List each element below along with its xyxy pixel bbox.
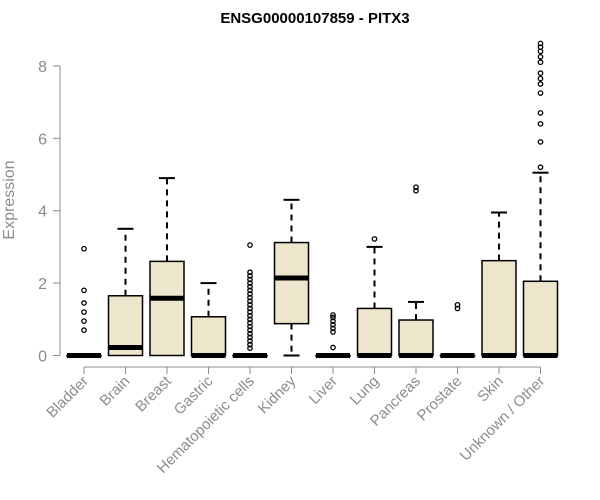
iqr-box: [149, 260, 185, 357]
y-tick-label: 4: [38, 204, 47, 221]
x-tick-label: Bladder: [43, 373, 92, 422]
outlier-point: [537, 90, 544, 96]
iqr-box: [273, 241, 310, 325]
outlier-point: [81, 309, 87, 315]
outlier-point: [413, 184, 419, 191]
outlier-point: [247, 273, 253, 279]
outlier-point: [330, 329, 336, 335]
iqr-box: [190, 316, 227, 357]
boxes-group: [66, 40, 559, 358]
x-tick-label: Kidney: [255, 372, 300, 417]
outlier-point: [247, 298, 253, 305]
outlier-point: [247, 283, 253, 290]
outlier-point: [330, 325, 336, 332]
box-liver: [315, 312, 351, 358]
outlier-point: [454, 301, 461, 308]
outlier-point: [537, 139, 544, 145]
outlier-point: [537, 59, 544, 66]
x-tick-label: Lung: [347, 373, 383, 409]
outlier-point: [81, 327, 87, 334]
outlier-point: [247, 345, 253, 352]
outlier-point: [247, 301, 253, 308]
outlier-point: [247, 330, 253, 337]
box-lung: [356, 236, 393, 358]
box-unknown-other: [522, 40, 559, 358]
outlier-point: [247, 269, 253, 276]
outlier-point: [247, 323, 253, 330]
box-bladder: [66, 245, 102, 358]
outlier-point: [247, 291, 253, 297]
outlier-point: [81, 318, 87, 324]
x-tick-label: Breast: [132, 372, 175, 415]
outlier-point: [247, 280, 253, 286]
outlier-point: [537, 53, 544, 60]
box-prostate: [439, 301, 476, 358]
outlier-point: [247, 242, 253, 248]
outlier-point: [537, 110, 544, 116]
outlier-point: [371, 236, 378, 242]
y-tick-label: 6: [38, 131, 47, 148]
iqr-box: [522, 280, 559, 357]
y-tick-label: 2: [38, 276, 47, 293]
box-pancreas: [398, 184, 434, 358]
outlier-point: [247, 309, 253, 315]
x-tick-label: Skin: [474, 373, 507, 406]
iqr-box: [481, 259, 517, 357]
outlier-point: [247, 334, 253, 341]
outlier-point: [247, 294, 253, 301]
outlier-point: [537, 70, 544, 76]
outlier-point: [537, 40, 544, 47]
outlier-point: [81, 287, 87, 294]
outlier-point: [247, 316, 253, 323]
y-axis: 0 2 4 6 8: [38, 59, 61, 366]
outlier-point: [247, 276, 253, 283]
x-tick-label: Brain: [97, 373, 134, 410]
outlier-point: [81, 245, 87, 252]
x-tick-label: Liver: [306, 373, 341, 408]
outlier-point: [537, 81, 544, 87]
outlier-point: [454, 305, 461, 312]
outlier-point: [247, 305, 253, 312]
outlier-point: [247, 320, 253, 326]
outlier-point: [247, 312, 253, 319]
y-axis-label: Expression: [1, 160, 18, 239]
outlier-point: [247, 287, 253, 294]
outlier-point: [247, 327, 253, 334]
outlier-point: [247, 338, 253, 344]
box-breast: [149, 177, 185, 357]
outlier-point: [537, 164, 544, 171]
outlier-point: [537, 75, 544, 82]
outlier-point: [330, 321, 336, 328]
outlier-point: [330, 318, 336, 324]
y-tick-label: 0: [38, 349, 47, 366]
y-tick-label: 8: [38, 59, 47, 76]
outlier-point: [537, 120, 544, 127]
box-hematopoietic-cells: [232, 242, 268, 358]
outlier-point: [330, 314, 336, 321]
outlier-point: [413, 187, 419, 194]
box-brain: [107, 227, 144, 357]
x-tick-label: Prostate: [414, 373, 466, 425]
iqr-box: [356, 307, 393, 357]
outlier-point: [330, 344, 336, 351]
outlier-point: [537, 44, 544, 50]
box-skin: [481, 211, 517, 358]
iqr-box: [398, 319, 434, 357]
outlier-point: [330, 312, 336, 318]
box-kidney: [273, 198, 310, 357]
chart-title: ENSG00000107859 - PITX3: [220, 10, 409, 27]
box-gastric: [190, 282, 227, 358]
outlier-point: [247, 341, 253, 348]
outlier-point: [81, 300, 87, 306]
